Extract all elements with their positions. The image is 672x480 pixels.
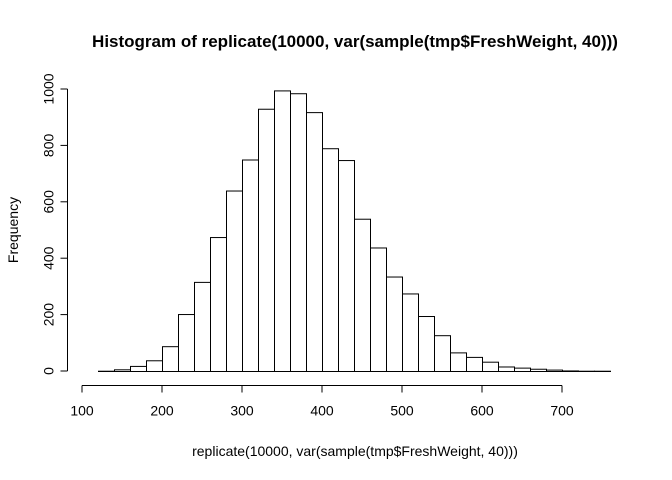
- histogram-bar: [450, 352, 467, 373]
- x-tick-label: 400: [310, 403, 334, 419]
- histogram-bar: [130, 365, 147, 373]
- histogram-bar: [386, 276, 403, 372]
- histogram-bars: [98, 90, 611, 373]
- y-tick-label: 200: [41, 303, 57, 327]
- x-tick-label: 100: [70, 403, 94, 419]
- chart-title: Histogram of replicate(10000, var(sample…: [92, 32, 618, 51]
- x-tick-label: 500: [390, 403, 414, 419]
- histogram-bar: [114, 369, 131, 372]
- histogram-bar: [146, 360, 163, 372]
- x-tick-label: 200: [150, 403, 174, 419]
- histogram-bar: [178, 314, 195, 373]
- histogram-bar: [226, 190, 243, 372]
- x-tick-label: 300: [230, 403, 254, 419]
- histogram-bar: [434, 335, 451, 373]
- histogram-bar: [162, 346, 179, 372]
- histogram-bar: [466, 356, 483, 372]
- histogram-bar: [498, 366, 515, 372]
- histogram-bar: [322, 148, 339, 372]
- x-axis: 100 200 300 400 500 600 700: [70, 385, 574, 419]
- y-axis: 0 200 400 600 800 1000: [41, 73, 68, 375]
- y-tick-label: 400: [41, 246, 57, 270]
- histogram-bar: [418, 316, 435, 373]
- histogram-bar: [306, 112, 323, 373]
- y-tick-label: 800: [41, 134, 57, 158]
- histogram-bar: [562, 370, 579, 373]
- histogram-bar: [290, 93, 307, 372]
- histogram-bar: [210, 237, 227, 372]
- histogram-bar: [338, 160, 355, 372]
- y-tick-label: 600: [41, 190, 57, 214]
- x-tick-label: 700: [550, 403, 574, 419]
- histogram-bar: [530, 368, 547, 372]
- histogram-bar: [274, 90, 291, 372]
- histogram-bar: [370, 247, 387, 372]
- y-tick-label: 1000: [41, 73, 57, 104]
- histogram-bar: [482, 361, 499, 373]
- histogram-bar: [354, 218, 371, 372]
- y-axis-title: Frequency: [5, 197, 21, 263]
- histogram-bar: [194, 281, 211, 373]
- histogram-bar: [514, 367, 531, 372]
- x-tick-label: 600: [470, 403, 494, 419]
- histogram-bar: [546, 369, 563, 372]
- x-axis-title: replicate(10000, var(sample(tmp$FreshWei…: [192, 443, 518, 459]
- histogram-bar: [402, 293, 419, 373]
- histogram-bar: [258, 108, 275, 373]
- y-tick-label: 0: [41, 367, 57, 375]
- histogram-bar: [242, 159, 259, 372]
